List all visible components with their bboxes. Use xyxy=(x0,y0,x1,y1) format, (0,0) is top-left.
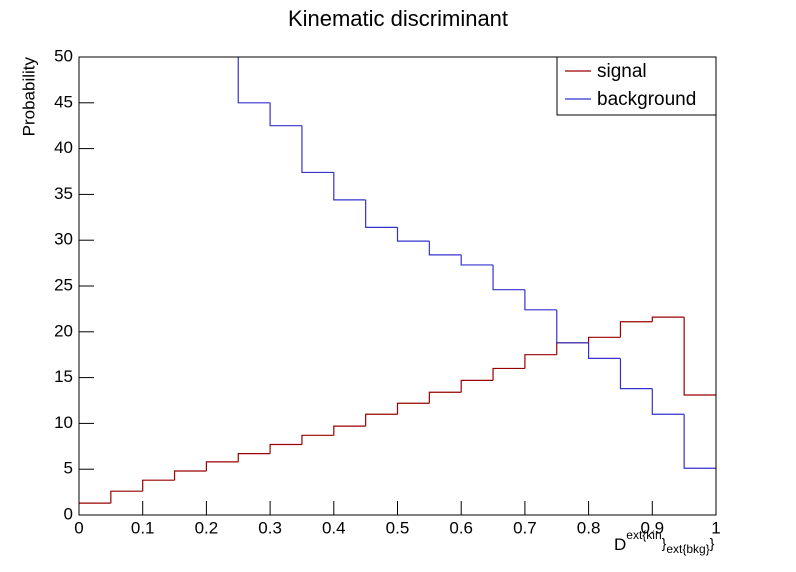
x-tick-label: 0 xyxy=(74,518,83,537)
histogram-bin xyxy=(683,414,716,469)
histogram-bin xyxy=(588,336,621,343)
y-tick-label: 30 xyxy=(54,230,73,249)
x-tick-label: 0.6 xyxy=(449,518,473,537)
histogram-bin xyxy=(396,227,430,242)
x-tick-label: 0.5 xyxy=(386,518,410,537)
y-axis-label: Probability xyxy=(19,57,38,137)
x-tick-label: 0.8 xyxy=(577,518,601,537)
legend-label: signal xyxy=(597,61,647,82)
x-tick-label: 0.4 xyxy=(322,518,346,537)
x-tick-label: 0.3 xyxy=(258,518,282,537)
y-tick-label: 50 xyxy=(54,46,73,65)
x-label-sup: ext{kin xyxy=(626,528,661,542)
histogram-bin xyxy=(428,391,462,404)
histogram-bin xyxy=(333,425,366,436)
y-tick-label: 40 xyxy=(54,138,73,157)
histogram-bin xyxy=(683,317,716,396)
histogram-bin xyxy=(269,102,302,127)
x-label-mid: } xyxy=(662,535,667,551)
y-tick-label: 0 xyxy=(64,504,73,523)
x-tick-label: 1 xyxy=(711,518,720,537)
histogram-bin xyxy=(269,443,302,454)
histogram-bin xyxy=(365,199,398,228)
histogram-bin xyxy=(428,241,462,256)
histogram-bin xyxy=(556,309,589,344)
x-label-end: } xyxy=(710,535,715,551)
histogram-bin xyxy=(110,490,143,504)
x-tick-label: 0.9 xyxy=(640,518,664,537)
histogram-bin xyxy=(492,264,525,291)
histogram-bin xyxy=(333,172,366,201)
x-tick-label: 0.1 xyxy=(131,518,155,537)
y-tick-label: 5 xyxy=(64,459,73,478)
histogram-bin xyxy=(619,358,653,390)
y-tick-label: 10 xyxy=(54,413,73,432)
y-tick-label: 25 xyxy=(54,275,73,294)
x-label-base: D xyxy=(614,535,626,554)
histogram-bin xyxy=(396,402,430,415)
histogram-bin xyxy=(301,125,334,174)
histogram-bin xyxy=(460,379,494,393)
histogram-bin xyxy=(301,434,334,445)
histogram-bin xyxy=(524,354,557,369)
histogram-bin xyxy=(651,316,685,322)
histogram-bin xyxy=(619,321,653,338)
y-tick-label: 45 xyxy=(54,92,73,111)
histogram-bin xyxy=(237,57,271,104)
histogram-bin xyxy=(460,254,494,266)
x-label-sub: ext{bkg} xyxy=(666,542,709,556)
histogram-bin xyxy=(237,453,271,462)
chart-title: Kinematic discriminant xyxy=(288,6,508,31)
histogram-bin xyxy=(492,367,525,381)
y-tick-label: 15 xyxy=(54,367,73,386)
histogram-bin xyxy=(651,388,685,415)
x-tick-label: 0.7 xyxy=(513,518,537,537)
histogram-bin xyxy=(588,342,621,359)
x-axis-label: Dext{kin}ext{bkg}} xyxy=(614,528,715,556)
histogram-bin xyxy=(205,461,239,472)
histogram-bin xyxy=(524,289,557,311)
histogram-bin xyxy=(365,413,398,427)
histogram-bin xyxy=(173,470,207,481)
x-tick-label: 0.2 xyxy=(195,518,219,537)
plot-area xyxy=(79,57,716,504)
legend-label: background xyxy=(597,89,696,110)
y-tick-label: 20 xyxy=(54,321,73,340)
y-tick-label: 35 xyxy=(54,184,73,203)
legend-box xyxy=(556,56,717,116)
histogram-bin xyxy=(142,479,175,492)
